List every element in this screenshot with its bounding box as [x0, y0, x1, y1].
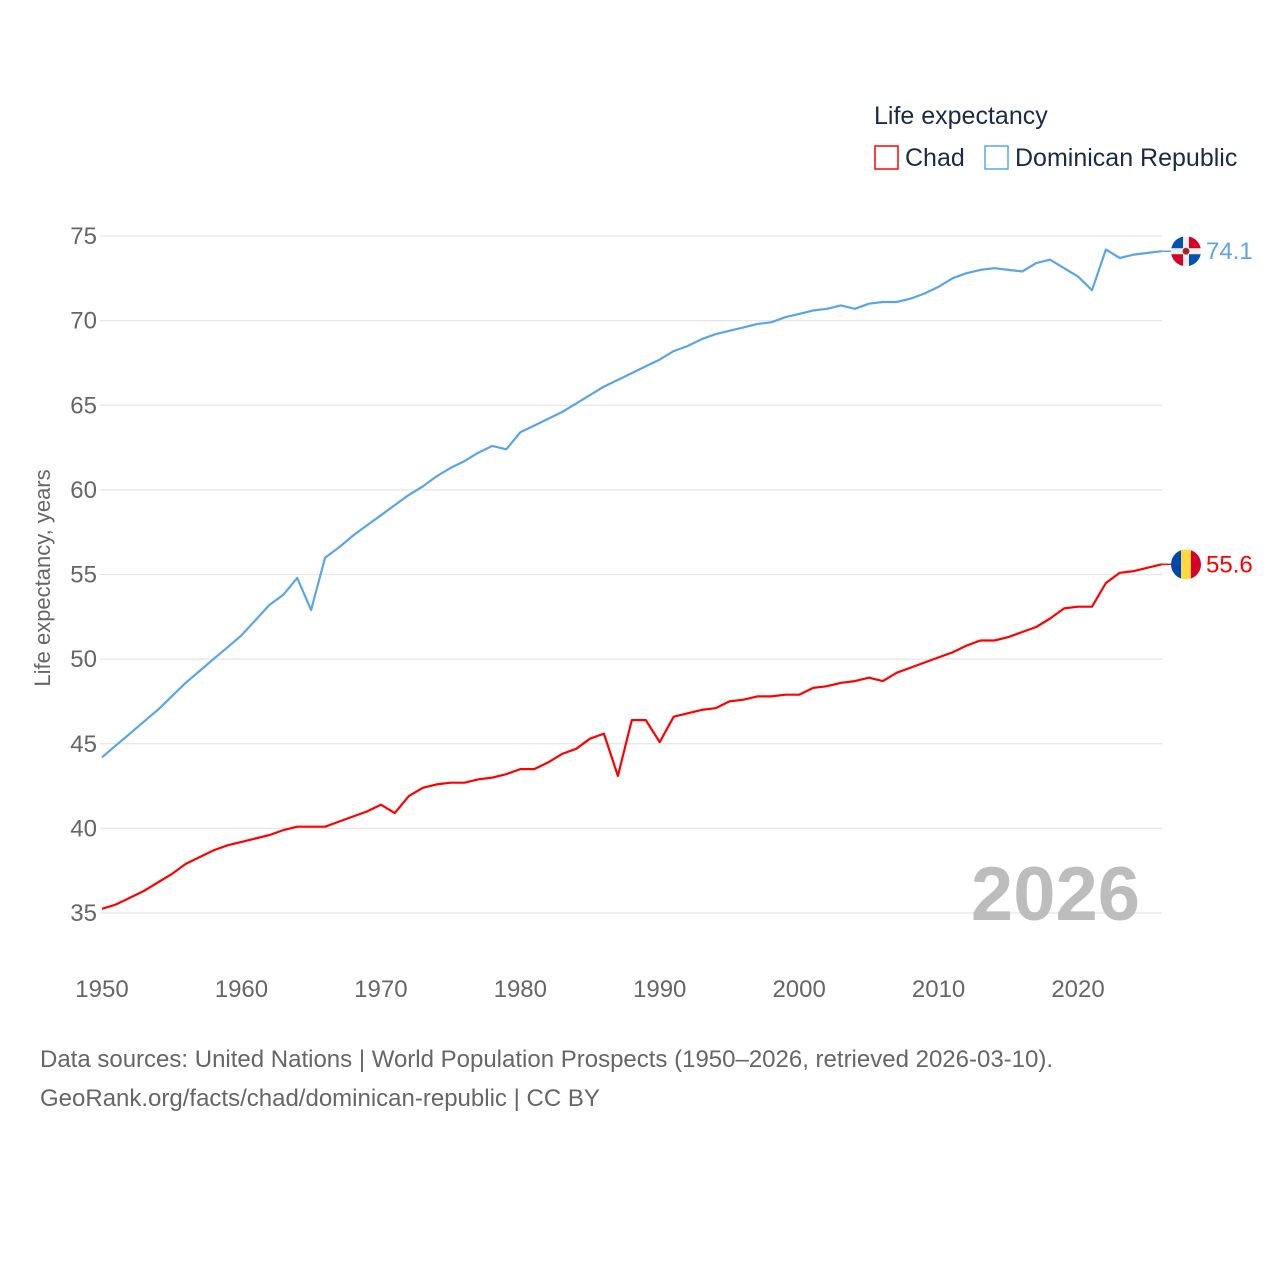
flag-q3 [1171, 254, 1183, 267]
series-line-dominican-republic [101, 248, 1162, 759]
flag-q2 [1189, 236, 1201, 249]
legend-label-chad: Chad [905, 144, 965, 172]
x-tick-label: 1960 [215, 976, 268, 1003]
y-axis-label: Life expectancy, years [30, 469, 55, 686]
footer-link[interactable]: GeoRank.org/facts/chad/dominican-republi… [40, 1085, 600, 1112]
gridlines [100, 235, 1162, 914]
legend-item-dominican-republic[interactable]: Dominican Republic [984, 144, 1237, 172]
x-tick-label: 2000 [772, 976, 825, 1003]
y-tick-label: 45 [70, 731, 97, 758]
year-watermark: 2026 [971, 852, 1140, 937]
flag-stripe-red [1191, 549, 1201, 580]
flag-stripe-yellow [1181, 549, 1191, 580]
x-tick-label: 1980 [494, 976, 547, 1003]
series-line-chad [101, 563, 1162, 910]
y-axis-ticks: 35 40 45 50 55 60 65 70 75 [70, 223, 97, 927]
series-lines [101, 248, 1162, 910]
flag-q4 [1189, 254, 1201, 267]
y-tick-label: 70 [70, 308, 97, 335]
flag-q1 [1171, 236, 1183, 249]
flag-body [1171, 236, 1201, 267]
x-tick-label: 2010 [912, 976, 965, 1003]
legend-label-dominican-republic: Dominican Republic [1015, 144, 1237, 172]
x-axis-ticks: 1950 1960 1970 1980 1990 2000 2010 2020 [75, 976, 1104, 1003]
x-tick-label: 1990 [633, 976, 686, 1003]
flag-icon-dominican-republic [1171, 236, 1201, 267]
flag-body [1171, 549, 1201, 580]
footer-sources: Data sources: United Nations | World Pop… [40, 1046, 1054, 1073]
x-tick-label: 1950 [75, 976, 128, 1003]
legend-title: Life expectancy [874, 102, 1048, 130]
flag-icon-chad [1171, 549, 1201, 580]
x-tick-label: 1970 [354, 976, 407, 1003]
legend-swatch-dominican-republic [984, 145, 1009, 170]
legend-swatch-chad [874, 145, 899, 170]
flag-stripe-blue [1171, 549, 1181, 580]
y-tick-label: 40 [70, 815, 97, 842]
y-tick-label: 50 [70, 646, 97, 673]
end-value-label-dominican-republic: 74.1 [1206, 238, 1253, 265]
y-tick-label: 65 [70, 392, 97, 419]
y-tick-label: 55 [70, 562, 97, 589]
series-end-markers: 55.6 74.1 [1161, 236, 1253, 580]
y-tick-label: 75 [70, 223, 97, 250]
y-tick-label: 60 [70, 477, 97, 504]
flag-emblem [1182, 247, 1190, 255]
x-tick-label: 2020 [1051, 976, 1104, 1003]
legend-item-chad[interactable]: Chad [874, 144, 965, 172]
end-value-label-chad: 55.6 [1206, 551, 1253, 578]
y-tick-label: 35 [70, 900, 97, 927]
